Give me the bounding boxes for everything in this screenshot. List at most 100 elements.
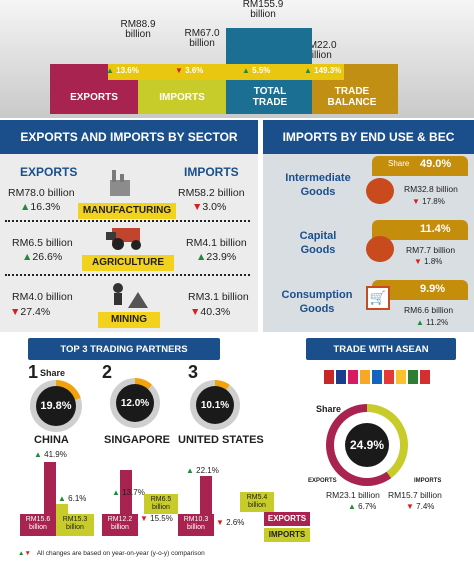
asean-imports-value: RM15.7 billion [388,490,442,500]
mining-exports-change: ▼27.4% [10,306,51,318]
us-name: UNITED STATES [178,434,264,446]
down-arrow-icon: ▼ [10,306,21,318]
up-arrow-icon: ▲ [196,251,207,263]
enduse-header: IMPORTS BY END USE & BEC [263,120,474,154]
china-exports-bar [44,462,56,514]
capital-share-value: 11.4% [420,223,451,235]
china-share-value: 19.8% [36,386,76,426]
china-exports-value: RM15.6 billion [20,514,56,536]
down-arrow-icon: ▼ [412,197,420,206]
total-label: TOTAL TRADE [252,86,288,108]
singapore-imports-change: ▼ 15.5% [140,514,173,523]
capital-value: RM7.7 billion [406,245,456,255]
down-arrow-icon: ▼ [24,550,31,557]
us-share-value: 10.1% [196,386,234,424]
mining-imports-change: ▼40.3% [190,306,231,318]
up-arrow-icon: ▲ [242,66,250,75]
sector-imports-heading: IMPORTS [184,165,239,179]
asean-exports-label: EXPORTS [308,478,337,484]
exports-value: RM88.9 billion [120,19,156,40]
factory-icon [108,168,134,198]
asean-share-value: 24.9% [345,423,389,467]
asean-share-label: Share [316,404,342,414]
china-imports-value: RM15.3 billion [56,514,94,536]
intermediate-share-label: Share [388,159,410,168]
rank-1: 1 [28,362,39,382]
consumption-change: ▲ 11.2% [416,318,449,327]
singapore-exports-bar [120,470,132,514]
share-label: Share [40,368,66,378]
singapore-imports-value: RM6.5 billion [144,494,178,514]
shopping-cart-icon: 🛒 [366,286,390,310]
us-exports-value: RM10.3 billion [178,514,214,536]
footnote: ▲▼ All changes are based on year-on-year… [18,550,205,557]
us-exports-bar [200,476,212,514]
agriculture-label: AGRICULTURE [82,255,174,271]
legend-exports: EXPORTS [264,512,310,526]
intermediate-change: ▼ 17.8% [412,197,445,206]
manufacturing-label: MANUFACTURING [78,203,176,219]
down-arrow-icon: ▼ [190,306,201,318]
us-exports-change: ▲ 22.1% [186,466,219,475]
asean-exports-value: RM23.1 billion [326,490,380,500]
capital-share-box [372,220,468,240]
china-imports-change: ▲ 6.1% [58,494,87,503]
divider [5,274,250,276]
asean-share-ring: 24.9% [326,404,408,486]
intermediate-value: RM32.8 billion [404,184,458,194]
consumption-share-value: 9.9% [420,283,446,295]
manufacturing-exports-value: RM78.0 billion [8,187,75,199]
us-imports-value: RM5.4 billion [240,492,274,512]
top-strip [108,64,344,80]
us-imports-change: ▼ 2.6% [216,518,245,527]
up-arrow-icon: ▲ [18,550,25,557]
singapore-name: SINGAPORE [104,434,171,446]
singapore-exports-change: ▲ 13.7% [112,488,145,497]
sector-header: EXPORTS AND IMPORTS BY SECTOR [0,120,258,154]
down-arrow-icon: ▼ [216,518,224,527]
singapore-exports-value: RM12.2 billion [102,514,138,536]
mining-exports-value: RM4.0 billion [12,291,73,303]
manufacturing-exports-change: ▲16.3% [20,201,61,213]
consumption-share-box [372,280,468,300]
up-arrow-icon: ▲ [416,318,424,327]
up-arrow-icon: ▲ [106,66,114,75]
down-arrow-icon: ▼ [175,66,183,75]
exports-label: EXPORTS [70,91,118,103]
up-arrow-icon: ▲ [20,201,31,213]
asean-imports-change: ▼ 7.4% [406,502,435,511]
tractor-icon [100,222,150,252]
up-arrow-icon: ▲ [112,488,120,497]
asean-header: TRADE WITH ASEAN [306,338,456,360]
mining-icon [108,282,152,310]
down-arrow-icon: ▼ [406,502,414,511]
intermediate-share-box [372,156,468,176]
exports-change: ▲ 13.6% [106,66,139,75]
up-arrow-icon: ▲ [58,494,66,503]
capital-goods-label: Capital Goods [299,230,337,256]
capital-change: ▼ 1.8% [414,257,443,266]
mining-label: MINING [98,312,160,328]
china-name: CHINA [34,434,69,446]
consumption-value: RM6.6 billion [404,305,454,315]
rank-2: 2 [102,362,113,382]
manufacturing-imports-change: ▼3.0% [192,201,227,213]
total-change: ▲ 5.5% [242,66,271,75]
singapore-share-ring: 12.0% [110,378,160,428]
china-exports-change: ▲ 41.9% [34,450,67,459]
balance-change: ▲ 149.3% [304,66,342,75]
imports-change: ▼ 3.6% [175,66,204,75]
mining-imports-value: RM3.1 billion [188,291,249,303]
balance-label: TRADE BALANCE [327,86,377,108]
agriculture-imports-change: ▲23.9% [196,251,237,263]
partners-header: TOP 3 TRADING PARTNERS [28,338,220,360]
agriculture-imports-value: RM4.1 billion [186,237,247,249]
sector-exports-heading: EXPORTS [20,165,78,179]
divider [5,220,250,222]
agriculture-exports-value: RM6.5 billion [12,237,73,249]
up-arrow-icon: ▲ [34,450,42,459]
imports-value: RM67.0 billion [184,28,220,49]
balance-value: RM22.0 billion [301,40,337,61]
asean-imports-label: IMPORTS [414,478,442,484]
up-arrow-icon: ▲ [304,66,312,75]
